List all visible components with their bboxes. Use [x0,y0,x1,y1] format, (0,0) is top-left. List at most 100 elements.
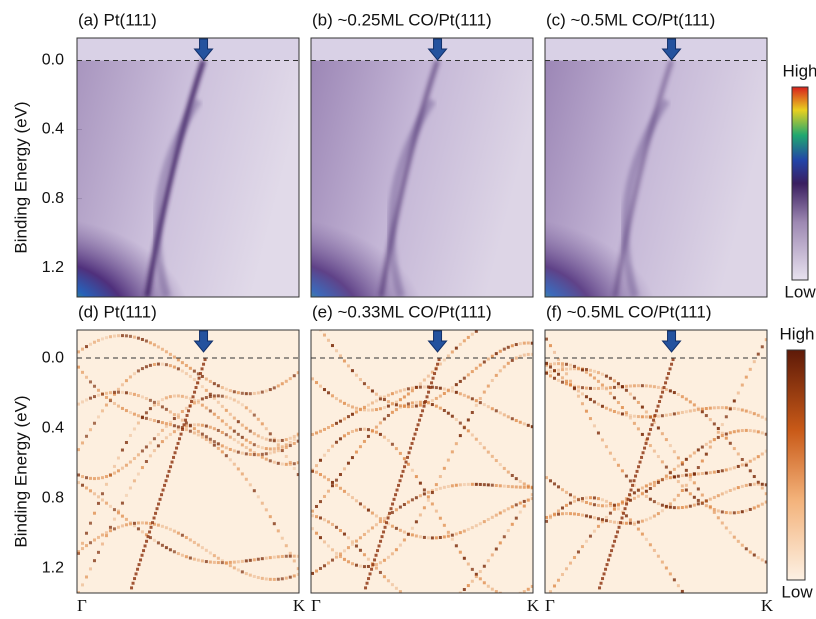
band-dot [77,350,80,354]
band-dot [252,453,256,457]
band-dot [576,512,580,516]
band-dot [672,391,676,395]
band-dot [244,406,248,410]
band-dot [608,386,612,390]
band-dot [264,437,268,441]
band-dot [326,338,330,342]
band-dot [260,501,264,505]
band-dot [168,423,172,427]
band-dot [272,577,276,581]
band-dot [100,337,104,341]
band-dot [646,437,650,441]
band-dot [224,387,228,391]
band-dot [748,410,752,414]
band-dot [184,428,188,432]
band-dot [652,418,656,422]
band-dot [338,399,342,403]
band-dot [596,371,600,375]
band-dot [668,389,672,393]
band-dot [124,409,128,413]
band-dot [503,318,506,321]
band-dot [584,500,588,504]
band-dot [676,493,680,497]
band-dot [134,572,138,576]
band-dot [240,451,244,455]
band-dot [403,593,406,596]
band-dot [434,404,438,408]
band-dot [120,501,124,505]
band-dot [748,429,752,433]
band-dot [510,485,514,489]
band-dot [604,387,608,391]
band-dot [175,446,179,450]
band-dot [128,410,132,414]
band-dot [116,509,120,513]
band-dot [474,399,478,403]
band-dot [418,535,422,539]
band-dot [108,529,112,533]
band-dot [522,341,526,345]
band-dot [334,397,338,401]
band-dot [455,595,458,598]
band-dot [720,492,724,496]
band-dot [434,536,438,540]
band-dot [157,502,161,506]
band-dot [556,485,560,489]
band-dot [204,548,208,552]
band-dot [132,335,136,339]
band-dot [88,567,92,571]
band-dot [498,484,502,488]
band-dot [652,484,656,488]
band-dot [389,507,393,511]
band-dot [276,446,280,450]
band-dot [708,445,712,449]
band-dot [326,489,330,493]
band-dot [584,539,588,543]
band-dot [556,357,560,361]
band-dot [184,406,188,410]
band-dot [724,406,728,410]
band-dot [442,358,446,362]
band-dot [172,365,176,369]
band-dot [560,488,564,492]
band-dot [216,416,220,420]
band-dot [326,391,330,395]
band-dot [502,347,506,351]
band-dot [330,548,334,552]
x-label: Γ [77,596,87,615]
band-dot [720,434,724,438]
band-dot [172,455,176,459]
band-dot [236,440,240,444]
band-dot [600,504,604,508]
band-dot [112,471,116,475]
band-dot [402,395,406,399]
band-dot [437,358,441,362]
band-dot [280,382,284,386]
band-dot [422,488,426,492]
band-dot [136,414,140,418]
band-dot [644,441,648,445]
band-dot [624,521,628,525]
band-dot [264,427,268,431]
band-dot [136,521,140,525]
band-dot [224,561,228,565]
band-dot [176,552,180,556]
band-dot [744,547,748,551]
band-dot [482,564,486,568]
band-dot [656,385,660,389]
band-dot [373,558,377,562]
band-dot [612,379,616,383]
band-dot [200,435,204,439]
band-dot [276,439,280,443]
band-dot [652,500,656,504]
band-dot [382,395,386,399]
band-dot [192,557,196,561]
band-dot [284,445,288,449]
band-dot [478,482,482,486]
band-dot [610,549,614,553]
band-dot [576,394,580,398]
band-dot [564,382,568,386]
band-dot [378,561,382,565]
band-dot [576,550,580,554]
band-dot [388,511,392,515]
